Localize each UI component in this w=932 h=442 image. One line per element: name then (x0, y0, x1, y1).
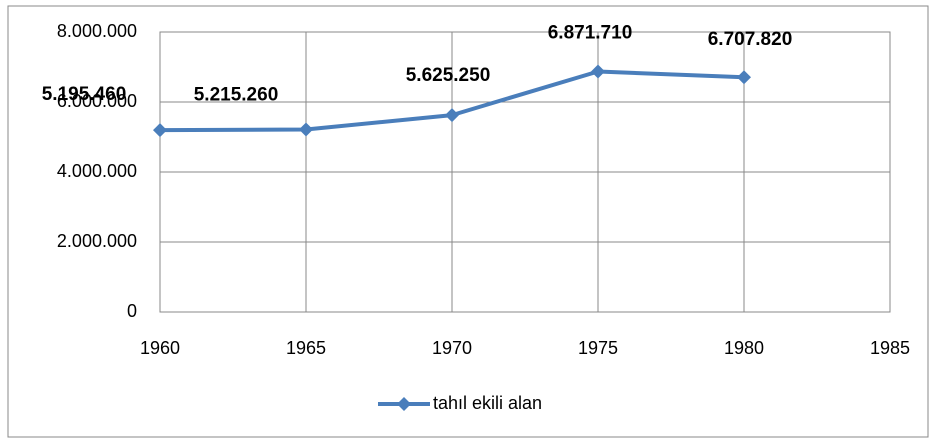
x-tick-label: 1985 (870, 338, 910, 358)
y-tick-label: 6.000.000 (57, 91, 137, 111)
data-label: 6.707.820 (708, 29, 793, 50)
y-tick-label: 0 (127, 301, 137, 321)
x-tick-label: 1980 (724, 338, 764, 358)
x-tick-label: 1970 (432, 338, 472, 358)
chart-border (7, 5, 929, 438)
x-tick-label: 1960 (140, 338, 180, 358)
data-label: 5.195.460 (42, 84, 127, 105)
y-tick-label: 2.000.000 (57, 231, 137, 251)
data-label: 6.871.710 (548, 23, 633, 44)
legend-marker (397, 397, 411, 411)
legend-label: tahıl ekili alan (433, 393, 542, 413)
data-point (445, 108, 459, 123)
data-point (299, 122, 313, 137)
data-label: 5.215.260 (194, 84, 279, 105)
data-label: 5.625.250 (406, 65, 491, 86)
data-point (153, 123, 167, 138)
x-tick-label: 1965 (286, 338, 326, 358)
y-tick-label: 4.000.000 (57, 161, 137, 181)
y-tick-label: 8.000.000 (57, 21, 137, 41)
data-point (591, 64, 605, 79)
x-tick-label: 1975 (578, 338, 618, 358)
data-point (737, 70, 751, 85)
